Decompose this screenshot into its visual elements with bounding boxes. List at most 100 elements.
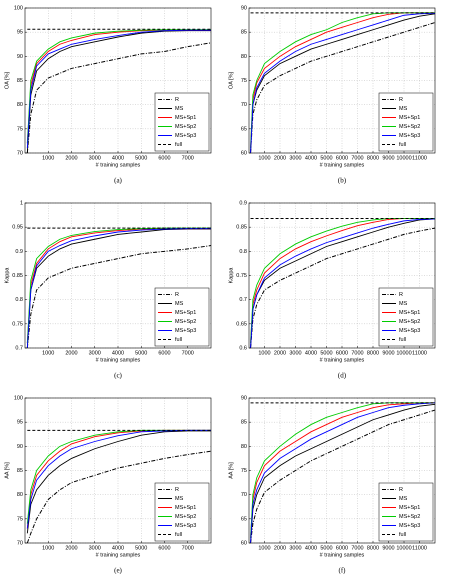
y-tick-label: 90 xyxy=(17,444,23,450)
series-line xyxy=(250,409,436,544)
x-tick-label: 7000 xyxy=(351,350,363,356)
plot-frame xyxy=(24,202,212,349)
x-tick-label: 6000 xyxy=(336,155,348,161)
legend-label: full xyxy=(399,532,406,538)
caption: (a) xyxy=(114,177,122,185)
series-line xyxy=(26,450,212,544)
legend-label: MS+Sp2 xyxy=(399,319,420,325)
x-tick-label: 2000 xyxy=(65,545,77,551)
legend-label: MS+Sp1 xyxy=(399,505,420,511)
series-line xyxy=(250,402,436,544)
x-tick-label: 4000 xyxy=(305,155,317,161)
y-axis-label: Kappa xyxy=(4,267,10,284)
series-line xyxy=(250,22,436,154)
legend-label: MS+Sp1 xyxy=(175,115,196,121)
series-line xyxy=(250,403,436,544)
legend-label: MS+Sp3 xyxy=(175,328,196,334)
y-tick-label: 85 xyxy=(17,468,23,474)
x-tick-label: 2000 xyxy=(274,545,286,551)
x-tick-label: 4000 xyxy=(112,350,124,356)
y-tick-label: 70 xyxy=(17,540,23,546)
y-tick-label: 60 xyxy=(241,150,247,156)
x-tick-label: 1000 xyxy=(258,545,270,551)
y-tick-label: 85 xyxy=(17,78,23,84)
legend-label: MS+Sp1 xyxy=(399,310,420,316)
legend-label: R xyxy=(175,97,179,103)
panel: 70 75 80 85 90 95 100 1000 2000 3000 4000 5000 6000 7… xyxy=(4,5,212,185)
y-tick-label: 90 xyxy=(241,5,247,11)
y-tick-label: 75 xyxy=(241,468,247,474)
legend-label: MS xyxy=(175,301,184,307)
x-tick-label: 11000 xyxy=(412,155,427,161)
legend-label: full xyxy=(175,337,182,343)
y-tick-label: 0.75 xyxy=(236,273,247,279)
y-tick-label: 0.8 xyxy=(239,249,247,255)
x-tick-label: 4000 xyxy=(305,545,317,551)
x-tick-label: 8000 xyxy=(367,155,379,161)
series-line xyxy=(250,13,436,154)
y-tick-label: 70 xyxy=(17,150,23,156)
legend-label: MS xyxy=(175,106,184,112)
panel: 0.7 0.75 0.8 0.85 0.9 0.95 1 1000 2000 3000 4000 50… xyxy=(4,200,212,380)
legend-label: MS+Sp2 xyxy=(175,319,196,325)
x-tick-label: 4000 xyxy=(112,545,124,551)
legend-label: MS+Sp2 xyxy=(399,124,420,130)
x-tick-label: 3000 xyxy=(89,155,101,161)
x-tick-label: 5000 xyxy=(320,350,332,356)
y-tick-label: 0.85 xyxy=(236,225,247,231)
y-tick-label: 0.75 xyxy=(12,321,23,327)
y-tick-label: 95 xyxy=(17,30,23,36)
x-tick-label: 6000 xyxy=(158,350,170,356)
caption: (f) xyxy=(339,567,347,575)
x-tick-label: 5000 xyxy=(320,545,332,551)
x-tick-label: 10000 xyxy=(396,350,411,356)
x-axis-label: # training samples xyxy=(96,552,141,558)
x-axis-label: # training samples xyxy=(320,162,365,168)
x-tick-label: 1000 xyxy=(42,350,54,356)
y-tick-label: 0.7 xyxy=(15,345,23,351)
x-tick-label: 7000 xyxy=(182,545,194,551)
caption: (c) xyxy=(114,372,122,380)
legend-label: full xyxy=(399,142,406,148)
legend-label: MS+Sp1 xyxy=(399,115,420,121)
y-tick-label: 75 xyxy=(17,126,23,132)
y-tick-label: 70 xyxy=(241,492,247,498)
legend-label: MS+Sp2 xyxy=(399,514,420,520)
legend-box xyxy=(378,287,434,347)
y-tick-label: 85 xyxy=(241,420,247,426)
caption: (e) xyxy=(114,567,122,575)
legend-box xyxy=(378,92,434,152)
y-tick-label: 80 xyxy=(241,54,247,60)
series-line xyxy=(250,12,435,149)
caption: (b) xyxy=(338,177,347,185)
x-tick-label: 5000 xyxy=(135,545,147,551)
y-axis-label: OA [%] xyxy=(4,71,10,89)
legend-label: MS+Sp3 xyxy=(175,133,196,139)
x-tick-label: 3000 xyxy=(89,350,101,356)
y-axis-label: AA [%] xyxy=(4,462,10,479)
legend-label: MS+Sp1 xyxy=(175,310,196,316)
x-tick-label: 9000 xyxy=(382,155,394,161)
y-tick-label: 90 xyxy=(241,395,247,401)
x-tick-label: 7000 xyxy=(182,350,194,356)
legend-label: full xyxy=(175,142,182,148)
x-tick-label: 7000 xyxy=(351,545,363,551)
y-tick-label: 1 xyxy=(20,200,23,206)
y-tick-label: 100 xyxy=(14,395,23,401)
y-tick-label: 0.6 xyxy=(239,345,247,351)
legend-label: MS+Sp2 xyxy=(175,514,196,520)
panel: 60 65 70 75 80 85 90 1000 2000 3000 4000 5000 6000 70… xyxy=(228,395,436,575)
series-line xyxy=(250,227,436,349)
y-tick-label: 80 xyxy=(17,492,23,498)
plot-frame xyxy=(248,7,436,154)
x-tick-label: 4000 xyxy=(112,155,124,161)
x-tick-label: 2000 xyxy=(65,350,77,356)
series-line xyxy=(250,218,435,344)
x-tick-label: 3000 xyxy=(289,545,301,551)
legend-label: MS xyxy=(399,301,408,307)
x-tick-label: 3000 xyxy=(289,155,301,161)
y-tick-label: 95 xyxy=(17,420,23,426)
legend-label: full xyxy=(399,337,406,343)
x-tick-label: 1000 xyxy=(258,350,270,356)
legend-label: R xyxy=(175,292,179,298)
